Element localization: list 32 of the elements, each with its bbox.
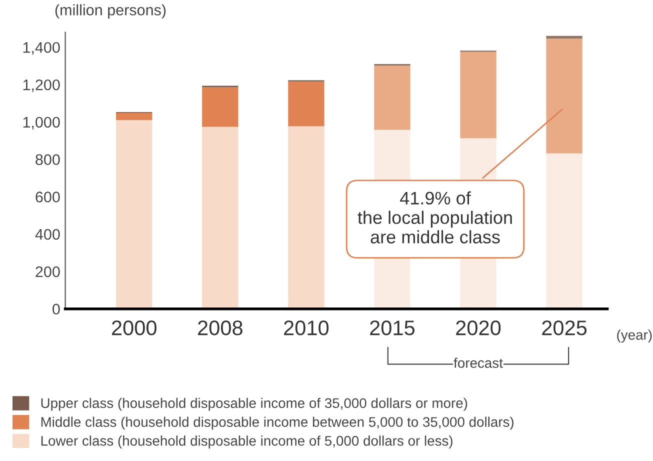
- bar: [288, 81, 324, 126]
- y-tick-label: 800: [36, 154, 60, 166]
- bar: [546, 36, 582, 39]
- y-axis-title: (million persons): [55, 4, 166, 18]
- legend-label: Middle class (household disposable income between 5,000 to 35,000 dollars): [41, 416, 514, 430]
- bar: [288, 126, 324, 309]
- bar: [202, 126, 238, 309]
- bar: [374, 66, 410, 130]
- text: forecast: [454, 358, 503, 368]
- x-tick-label: 2008: [198, 320, 242, 336]
- bar: [116, 120, 152, 309]
- x-tick-label: 2020: [456, 320, 501, 336]
- y-tick-label: 1,200: [23, 79, 60, 92]
- bar: [202, 87, 238, 127]
- bar: [460, 52, 496, 138]
- y-tick-label: 1,000: [23, 116, 60, 130]
- bar: [116, 113, 152, 120]
- y-tick-label: 600: [36, 192, 60, 202]
- x-tick-label: 2025: [542, 320, 587, 336]
- y-tick-label: 1,400: [23, 42, 60, 55]
- y-tick-label: 400: [35, 228, 60, 240]
- y-tick-label: 0: [52, 304, 60, 315]
- x-axis-title: (year): [617, 330, 652, 343]
- y-tick-label: 200: [36, 266, 60, 278]
- x-tick-label: 2010: [284, 320, 329, 336]
- legend-label: Upper class (household disposable income of 35,000 dollars or more): [41, 398, 468, 411]
- legend-label: Lower class (household disposable income of 5,000 dollars or less): [41, 436, 452, 448]
- bar: [546, 153, 582, 309]
- bar: [546, 38, 582, 154]
- x-tick-label: 2015: [370, 320, 415, 336]
- x-tick-label: 2000: [112, 320, 156, 336]
- annotation: 41.9% of the local population are middle class: [358, 191, 512, 244]
